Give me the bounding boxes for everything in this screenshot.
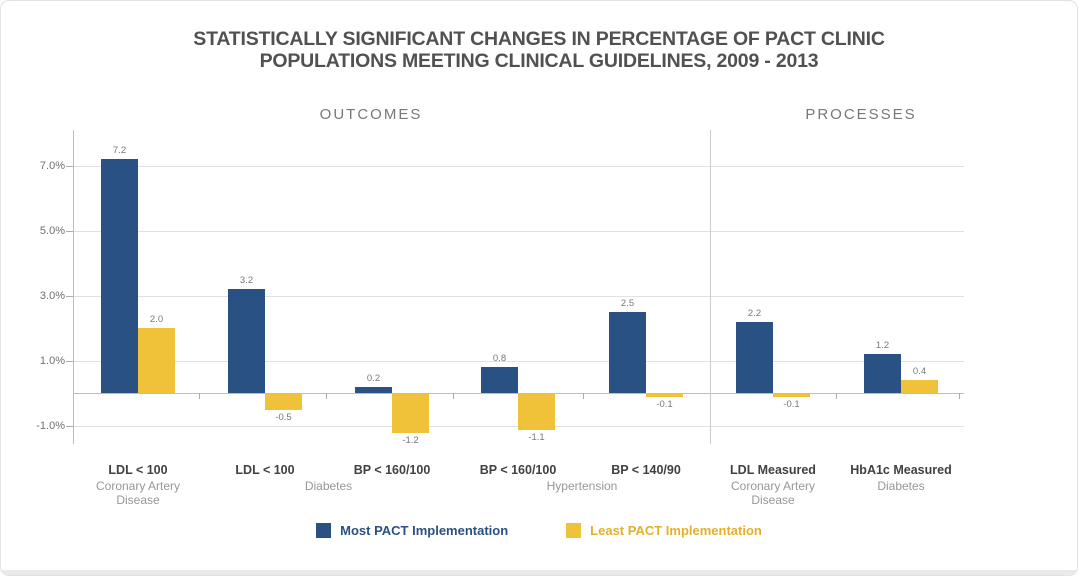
y-axis-tick-label: 1.0% (39, 354, 65, 367)
y-axis-tick (66, 295, 73, 297)
gridline (73, 165, 964, 167)
category-sublabel: Diabetes (877, 479, 925, 493)
bar-value-label: 0.8 (492, 353, 507, 364)
legend-label-least-pact: Least PACT Implementation (590, 523, 762, 538)
category-label: BP < 160/100 (353, 463, 431, 477)
section-label-processes: PROCESSES (805, 106, 917, 123)
bar-most-pact (864, 354, 901, 393)
bar-value-label: 2.2 (747, 307, 762, 319)
bar-value-label: -0.1 (656, 399, 673, 411)
y-axis-tick-label: -1.0% (36, 419, 65, 432)
chart-legend: Most PACT Implementation Least PACT Impl… (1, 523, 1077, 538)
section-divider-line (710, 130, 711, 444)
section-label-outcomes: OUTCOMES (319, 106, 423, 123)
y-axis-tick (66, 230, 73, 232)
bar-most-pact (101, 159, 138, 393)
bar-least-pact (773, 394, 810, 398)
bar-value-label: 2.0 (149, 314, 164, 325)
legend-item-most-pact: Most PACT Implementation (316, 523, 508, 538)
card-bottom-edge (1, 570, 1077, 575)
chart-title: STATISTICALLY SIGNIFICANT CHANGES IN PER… (1, 28, 1077, 72)
category-label: LDL Measured (730, 463, 816, 477)
x-axis-tick (453, 393, 454, 399)
category-sublabel: Hypertension (546, 479, 618, 493)
legend-label-most-pact: Most PACT Implementation (340, 523, 509, 538)
bar-value-label: -1.2 (402, 435, 419, 446)
legend-swatch-least-pact (566, 523, 582, 538)
x-axis-tick (326, 393, 327, 399)
y-axis-tick (66, 165, 73, 167)
bar-value-label: 1.2 (875, 340, 890, 351)
y-axis-tick-label: 3.0% (39, 289, 65, 302)
bar-least-pact (518, 394, 555, 430)
bar-value-label: 0.4 (912, 366, 927, 377)
category-sublabel: Coronary Artery Disease (95, 479, 181, 507)
y-axis-tick (66, 425, 73, 427)
y-axis-tick-label: 5.0% (39, 224, 65, 237)
x-axis-tick (959, 393, 960, 399)
bar-value-label: 3.2 (239, 275, 254, 286)
bar-most-pact (228, 289, 265, 393)
x-axis-tick (199, 393, 200, 399)
bar-least-pact (265, 394, 302, 411)
category-label: BP < 140/90 (611, 463, 681, 477)
bar-most-pact (481, 367, 518, 393)
bar-value-label: 2.5 (620, 297, 635, 309)
bar-most-pact (736, 321, 773, 393)
bar-least-pact (138, 328, 175, 393)
chart-title-line1: STATISTICALLY SIGNIFICANT CHANGES IN PER… (193, 28, 885, 50)
x-axis-tick (583, 393, 584, 399)
bar-value-label: -1.1 (528, 431, 545, 443)
bar-least-pact (392, 394, 429, 433)
category-label: LDL < 100 (108, 463, 168, 477)
gridline (73, 360, 964, 362)
x-axis-tick (836, 393, 837, 399)
bar-most-pact (609, 311, 646, 393)
category-label: HbA1c Measured (850, 463, 952, 477)
bar-value-label: -0.1 (783, 399, 800, 411)
category-label: BP < 160/100 (479, 463, 557, 477)
bar-value-label: 7.2 (112, 145, 127, 156)
x-axis-baseline (73, 393, 964, 394)
chart-title-line2: POPULATIONS MEETING CLINICAL GUIDELINES,… (259, 50, 819, 72)
category-label: LDL < 100 (235, 463, 295, 477)
category-sublabel: Coronary Artery Disease (730, 479, 816, 507)
legend-item-least-pact: Least PACT Implementation (566, 523, 762, 538)
bar-least-pact (901, 380, 938, 393)
bar-value-label: -0.5 (275, 412, 292, 424)
bar-most-pact (355, 386, 392, 393)
legend-swatch-most-pact (316, 523, 332, 538)
y-axis-tick (66, 360, 73, 362)
y-axis-tick-label: 7.0% (39, 159, 65, 172)
bar-value-label: 0.2 (366, 372, 381, 384)
gridline (73, 230, 964, 232)
bar-least-pact (646, 394, 683, 398)
category-sublabel: Diabetes (304, 479, 353, 493)
gridline (73, 295, 964, 297)
y-axis-line (73, 130, 74, 444)
